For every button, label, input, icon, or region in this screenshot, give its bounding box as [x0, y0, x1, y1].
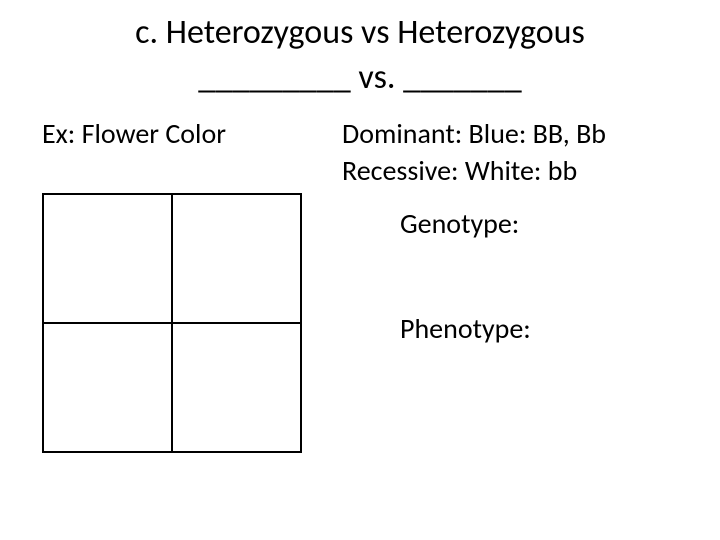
blank-vs-blank: _________ vs. _______	[0, 57, 720, 98]
left-column: Ex: Flower Color	[42, 116, 342, 453]
punnett-cell	[173, 195, 300, 322]
punnett-cell	[173, 324, 300, 451]
example-label: Ex: Flower Color	[42, 116, 342, 151]
phenotype-label: Phenotype:	[400, 311, 678, 346]
punnett-row	[44, 324, 300, 451]
punnett-square	[42, 193, 302, 453]
right-column: Dominant: Blue: BB, Bb Recessive: White:…	[342, 116, 678, 453]
punnett-row	[44, 195, 300, 324]
dominant-text: Dominant: Blue: BB, Bb	[342, 116, 678, 151]
content-area: Ex: Flower Color Dominant: Blue: BB, Bb …	[0, 116, 720, 453]
recessive-text: Recessive: White: bb	[342, 153, 678, 188]
punnett-cell	[44, 324, 173, 451]
genotype-label: Genotype:	[400, 206, 678, 241]
section-title: c. Heterozygous vs Heterozygous	[0, 0, 720, 53]
punnett-cell	[44, 195, 173, 322]
